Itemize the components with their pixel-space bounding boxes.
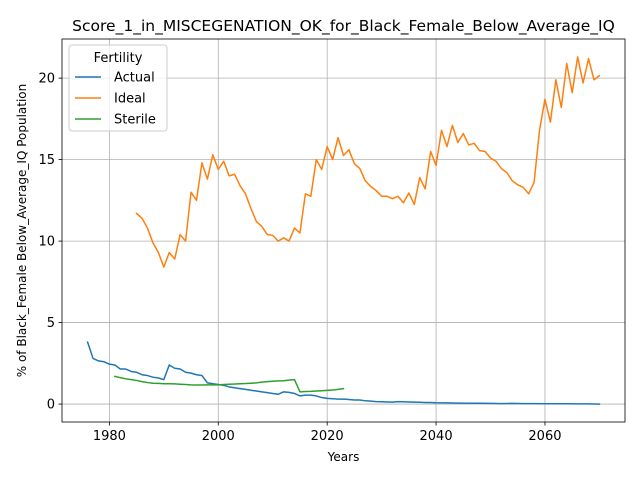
legend-frame [68, 44, 168, 132]
legend: Fertility Actual Ideal Sterile [68, 44, 168, 132]
x-tick-label-2020: 2020 [311, 429, 344, 444]
y-axis-label: % of Black_Female Below_Average_IQ Popul… [15, 84, 29, 378]
legend-title: Fertility [94, 51, 143, 66]
legend-label-actual: Actual [114, 71, 155, 86]
y-tick-label-15: 15 [38, 153, 55, 168]
plot-frame [61, 38, 626, 423]
series-line-ideal [135, 56, 601, 268]
series-line-actual [86, 341, 601, 405]
x-axis-label: Years [327, 450, 360, 464]
y-tick-label-0: 0 [47, 398, 55, 413]
legend-entries: Actual Ideal Sterile [75, 71, 156, 128]
chart-title: Score_1_in_MISCEGENATION_OK_for_Black_Fe… [72, 17, 615, 36]
x-tick-label-2040: 2040 [420, 429, 453, 444]
x-tick-label-2060: 2060 [528, 429, 561, 444]
y-tick-label-10: 10 [38, 235, 55, 250]
legend-label-ideal: Ideal [114, 92, 146, 107]
legend-label-sterile: Sterile [114, 113, 156, 128]
series-line-sterile [113, 375, 345, 393]
x-tick-label-1980: 1980 [93, 429, 126, 444]
y-tick-label-20: 20 [38, 72, 55, 87]
tick-layer: 1980 2000 2020 2040 2060 0 5 10 15 20 [38, 72, 561, 444]
y-tick-label-5: 5 [47, 316, 55, 331]
x-tick-label-2000: 2000 [202, 429, 235, 444]
series-layer [86, 56, 601, 405]
